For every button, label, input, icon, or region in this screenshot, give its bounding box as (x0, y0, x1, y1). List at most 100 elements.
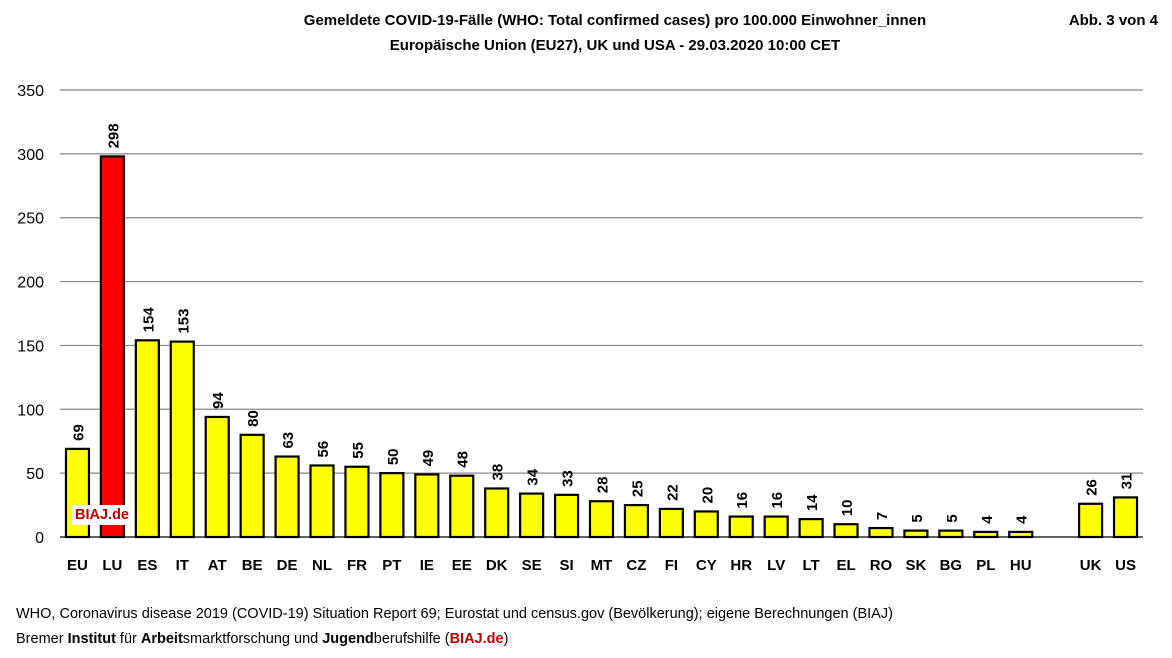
y-tick-label: 0 (35, 530, 44, 547)
credit-part: Arbeit (140, 631, 183, 647)
x-tick-label: DK (486, 557, 508, 574)
data-label: 50 (385, 448, 402, 465)
data-label: 153 (175, 309, 192, 334)
data-label: 154 (140, 307, 157, 333)
bar-lv (763, 515, 789, 539)
data-label: 63 (280, 432, 297, 449)
bar-sk (903, 529, 929, 539)
data-label: 26 (1084, 479, 1101, 496)
x-tick-label: US (1115, 557, 1136, 574)
data-label: 7 (874, 512, 891, 520)
credit-part: smarktforschung und (182, 631, 323, 647)
bar-fr (344, 465, 370, 539)
credit-part: Institut (67, 631, 116, 647)
y-tick-label: 150 (17, 338, 44, 355)
bar-lt (798, 518, 824, 539)
bar-it (169, 340, 195, 539)
page-label: Abb. 3 von 4 (1068, 12, 1158, 29)
x-tick-label: PT (382, 557, 401, 574)
data-label: 56 (315, 441, 332, 458)
x-tick-label: NL (312, 557, 332, 574)
x-tick-label: IE (420, 557, 434, 574)
watermark-label: BIAJ.de (72, 505, 132, 525)
bar-us (1112, 496, 1139, 539)
data-label: 4 (979, 515, 996, 524)
x-tick-label: HU (1010, 557, 1032, 574)
data-label: 16 (769, 492, 786, 509)
y-tick-label: 350 (17, 83, 44, 100)
bar-es (134, 339, 160, 539)
x-tick-label: FI (665, 557, 678, 574)
credit-part: Jugend (322, 631, 374, 647)
credit-part: Bremer (16, 631, 68, 647)
bar-ie (414, 473, 440, 539)
x-tick-label: BG (940, 557, 963, 574)
bar-ee (449, 474, 475, 539)
data-label: 31 (1119, 473, 1136, 490)
data-label: 16 (734, 492, 751, 509)
y-tick-label: 250 (17, 211, 44, 228)
chart-subtitle: Europäische Union (EU27), UK und USA - 2… (389, 37, 841, 54)
bar-cz (623, 503, 650, 539)
x-tick-label: EL (836, 557, 855, 574)
bar-lu (99, 155, 126, 539)
x-tick-label: CY (696, 557, 717, 574)
credit-line: Bremer Institut für Arbeitsmarktforschun… (16, 631, 508, 647)
data-label: 38 (490, 464, 507, 481)
data-label: 5 (909, 514, 926, 522)
data-label: 48 (455, 451, 472, 468)
x-tick-label: LV (767, 557, 785, 574)
bar-chart: 0 50 100 150 200 250 300 350 69 EU 298 LU 154 ES 153 IT… (17, 83, 1143, 574)
credit-part: ) (503, 631, 509, 647)
bar-be (239, 433, 265, 539)
x-tick-label: LT (803, 557, 820, 574)
bar-nl (309, 464, 335, 539)
data-label: 4 (1014, 515, 1031, 524)
x-tick-label: SI (559, 557, 573, 574)
data-label: 298 (105, 123, 122, 148)
x-tick-label: FR (347, 557, 367, 574)
bar-mt (588, 500, 615, 539)
data-label: 34 (525, 468, 542, 485)
data-label: 22 (664, 484, 681, 501)
source-note: WHO, Coronavirus disease 2019 (COVID-19)… (16, 606, 893, 622)
bar-cy (693, 510, 719, 539)
bar-dk (484, 487, 510, 539)
data-label: 14 (804, 494, 821, 511)
data-label: 49 (420, 450, 437, 467)
bar-de (274, 455, 300, 539)
data-label: 94 (210, 392, 227, 409)
bar-hu (1008, 530, 1034, 539)
x-tick-label: SE (522, 557, 542, 574)
x-tick-label: AT (208, 557, 227, 574)
data-label: 33 (560, 470, 577, 487)
credit-part: berufshilfe ( (373, 631, 450, 647)
bar-pt (379, 472, 405, 539)
data-label: 5 (944, 514, 961, 522)
y-tick-label: 100 (17, 402, 44, 419)
y-tick-label: 300 (17, 147, 44, 164)
x-tick-label: DE (277, 557, 298, 574)
bar-el (833, 523, 859, 539)
x-tick-label: LU (102, 557, 122, 574)
x-tick-label: UK (1080, 557, 1102, 574)
x-tick-label: CZ (626, 557, 646, 574)
bar-se (519, 492, 545, 539)
chart-title: Gemeldete COVID-19-Fälle (WHO: Total con… (303, 12, 927, 29)
bar-ro (868, 526, 894, 539)
x-tick-label: IT (176, 557, 189, 574)
data-label: 28 (595, 477, 612, 494)
bar-at (204, 415, 230, 539)
x-tick-label: PL (976, 557, 995, 574)
data-label: 25 (629, 480, 646, 497)
x-tick-label: SK (905, 557, 926, 574)
data-label: 69 (70, 424, 87, 441)
y-tick-label: 200 (17, 275, 44, 292)
x-tick-label: ES (137, 557, 157, 574)
x-tick-label: EU (67, 557, 88, 574)
x-tick-label: MT (591, 557, 613, 574)
bar-si (553, 493, 580, 539)
credit-part: für (115, 631, 141, 647)
x-tick-label: RO (870, 557, 893, 574)
credit-part: BIAJ.de (449, 631, 504, 647)
